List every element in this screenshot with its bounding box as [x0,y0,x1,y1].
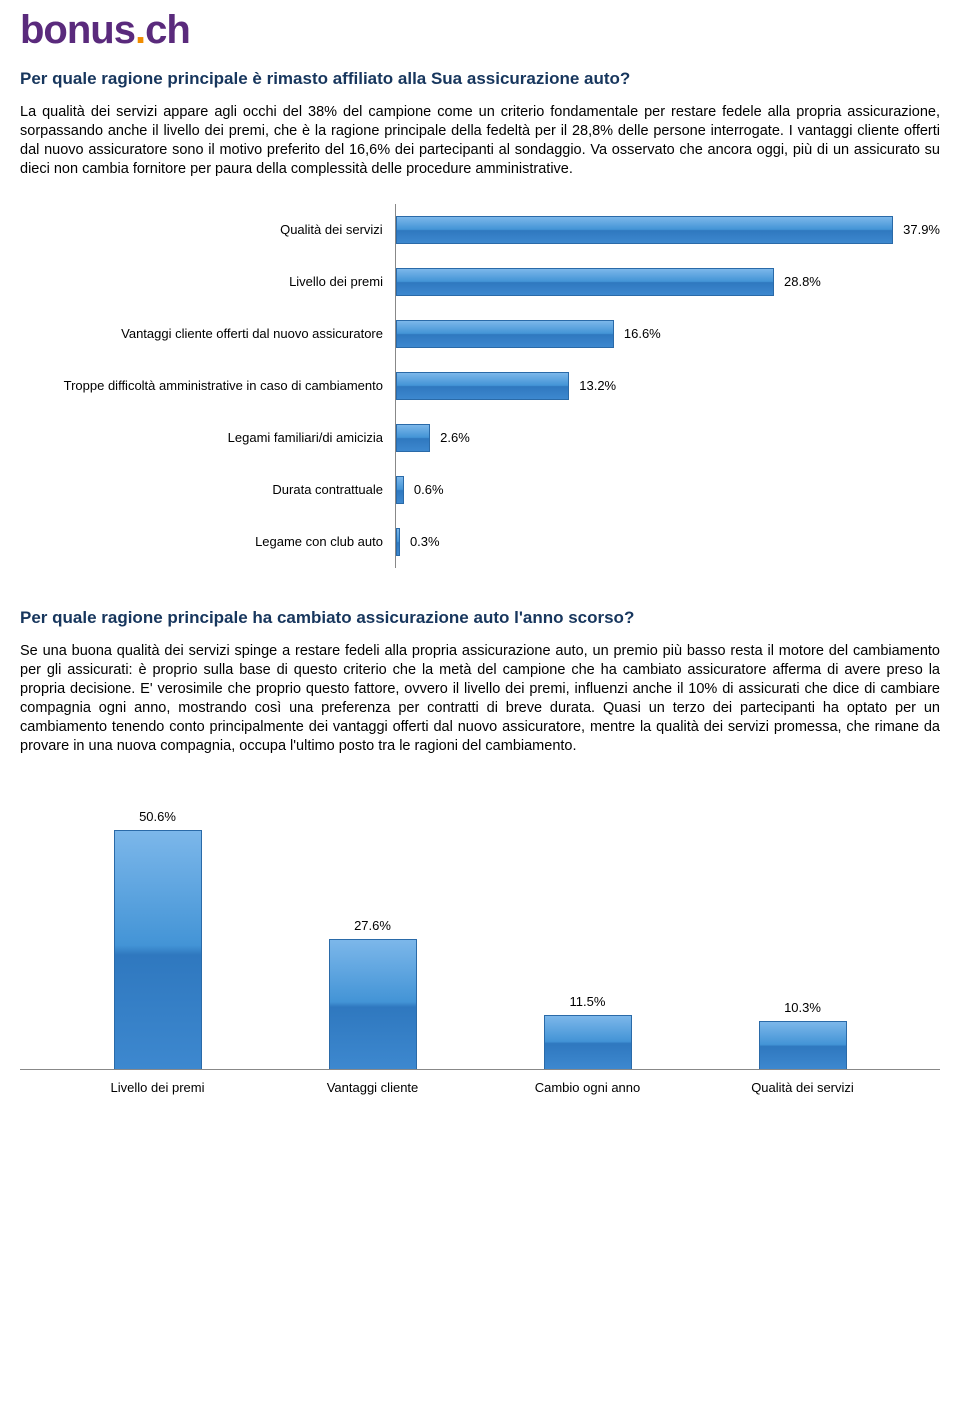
vbar-bar [544,1015,632,1069]
vbar-col: 50.6% [68,809,248,1069]
hbar-bar [396,268,774,296]
logo-bonus-text: bonus [20,8,135,52]
vbar-bar [759,1021,847,1070]
vbar-value: 50.6% [139,809,176,824]
hbar-row: Legame con club auto 0.3% [20,516,940,568]
vbar-label: Livello dei premi [68,1080,248,1095]
vbar-value: 10.3% [784,1000,821,1015]
hbar-track: 0.3% [395,516,940,568]
brand-logo: bonus.ch [0,0,960,59]
hbar-bar [396,476,404,504]
vbar-col: 11.5% [498,994,678,1069]
hbar-value: 0.3% [410,534,440,549]
logo-ch-text: ch [145,8,190,52]
hbar-value: 13.2% [579,378,616,393]
hbar-row: Livello dei premi 28.8% [20,256,940,308]
hbar-track: 37.9% [395,204,940,256]
hbar-track: 13.2% [395,360,940,412]
vbar-label: Qualità dei servizi [713,1080,893,1095]
section-change-reason: Per quale ragione principale ha cambiato… [0,598,960,757]
hbar-row: Vantaggi cliente offerti dal nuovo assic… [20,308,940,360]
vbar-label: Cambio ogni anno [498,1080,678,1095]
hbar-row: Troppe difficoltà amministrative in caso… [20,360,940,412]
vbar-label: Vantaggi cliente [283,1080,463,1095]
hbar-value: 37.9% [903,222,940,237]
hbar-label: Legami familiari/di amicizia [20,430,395,446]
section-title: Per quale ragione principale è rimasto a… [20,69,940,89]
hbar-label: Legame con club auto [20,534,395,550]
hbar-value: 2.6% [440,430,470,445]
hbar-value: 28.8% [784,274,821,289]
hbar-track: 16.6% [395,308,940,360]
hbar-label: Troppe difficoltà amministrative in caso… [20,378,395,394]
hbar-bar [396,320,614,348]
hbar-track: 2.6% [395,412,940,464]
hbar-bar [396,216,893,244]
hbar-bar [396,424,430,452]
vbar-bar [114,830,202,1069]
vbar-chart-change-reasons: 50.6% 27.6% 11.5% 10.3% Livello dei premi Va… [0,780,960,1095]
hbar-row: Durata contrattuale 0.6% [20,464,940,516]
vbar-col: 10.3% [713,1000,893,1070]
vbar-bar [329,939,417,1069]
hbar-value: 16.6% [624,326,661,341]
section-stay-reason: Per quale ragione principale è rimasto a… [0,59,960,180]
hbar-value: 0.6% [414,482,444,497]
hbar-label: Livello dei premi [20,274,395,290]
section-body: Se una buona qualità dei servizi spinge … [20,642,940,757]
hbar-label: Durata contrattuale [20,482,395,498]
logo-dot-icon: . [135,8,145,52]
hbar-track: 28.8% [395,256,940,308]
section-body: La qualità dei servizi appare agli occhi… [20,103,940,180]
vbar-value: 27.6% [354,918,391,933]
section-title: Per quale ragione principale ha cambiato… [20,608,940,628]
hbar-bar [396,528,400,556]
hbar-track: 0.6% [395,464,940,516]
hbar-label: Qualità dei servizi [20,222,395,238]
vbar-col: 27.6% [283,918,463,1069]
hbar-label: Vantaggi cliente offerti dal nuovo assic… [20,326,395,342]
vbar-value: 11.5% [570,994,606,1009]
hbar-chart-stay-reasons: Qualità dei servizi 37.9% Livello dei prem… [0,204,960,598]
hbar-row: Legami familiari/di amicizia 2.6% [20,412,940,464]
hbar-row: Qualità dei servizi 37.9% [20,204,940,256]
hbar-bar [396,372,569,400]
